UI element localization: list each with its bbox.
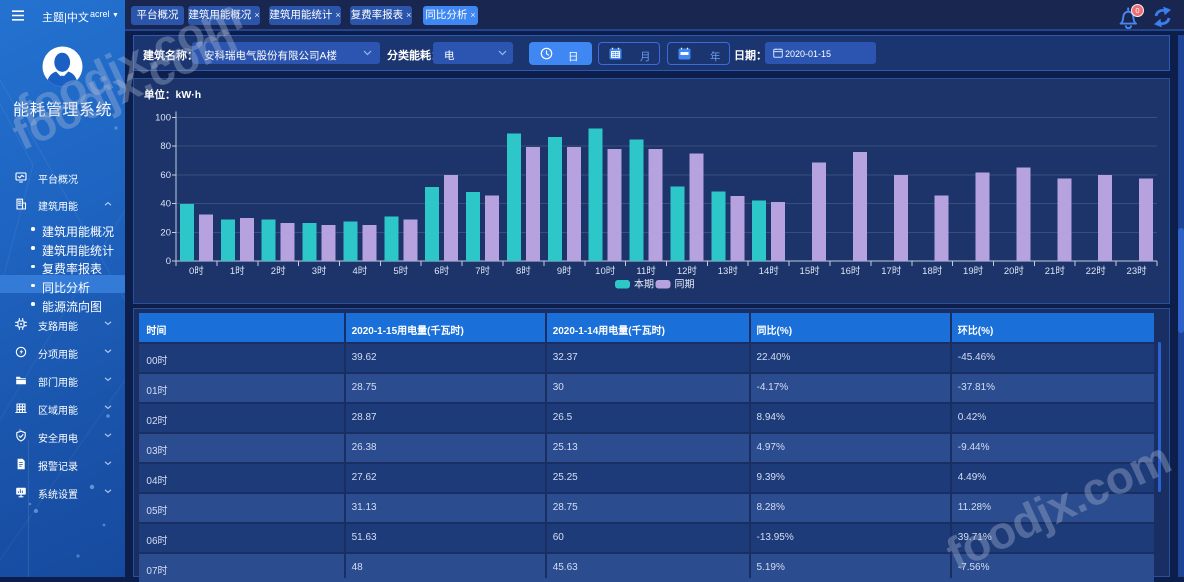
svg-text:14时: 14时	[759, 265, 780, 277]
svg-text:18时: 18时	[922, 265, 943, 277]
svg-text:19时: 19时	[963, 265, 984, 277]
svg-text:4时: 4时	[353, 265, 368, 277]
svg-text:12时: 12时	[677, 265, 698, 277]
svg-text:100: 100	[155, 113, 171, 124]
svg-text:15时: 15时	[800, 265, 821, 277]
svg-text:80: 80	[160, 141, 171, 152]
svg-text:11时: 11时	[636, 265, 656, 277]
svg-text:20: 20	[160, 227, 171, 238]
svg-text:0时: 0时	[189, 265, 204, 277]
svg-text:17时: 17时	[881, 265, 902, 277]
svg-text:8时: 8时	[516, 265, 531, 277]
svg-text:本期: 本期	[634, 278, 654, 291]
svg-text:16时: 16时	[840, 265, 861, 277]
svg-text:60: 60	[160, 170, 171, 181]
svg-text:22时: 22时	[1086, 265, 1107, 277]
svg-text:5时: 5时	[393, 265, 408, 277]
svg-text:同期: 同期	[675, 279, 695, 291]
svg-text:23时: 23时	[1127, 265, 1148, 277]
svg-text:3时: 3时	[312, 265, 327, 277]
svg-text:13时: 13时	[718, 265, 739, 277]
svg-text:2时: 2时	[271, 265, 286, 277]
svg-text:40: 40	[160, 199, 171, 210]
svg-text:20时: 20时	[1004, 265, 1025, 277]
svg-text:0: 0	[166, 256, 171, 267]
svg-text:6时: 6时	[434, 265, 449, 277]
svg-text:10时: 10时	[595, 265, 616, 277]
svg-text:7时: 7时	[475, 265, 490, 277]
svg-text:1时: 1时	[230, 265, 245, 277]
svg-text:9时: 9时	[557, 265, 572, 277]
svg-text:21时: 21时	[1045, 265, 1066, 277]
